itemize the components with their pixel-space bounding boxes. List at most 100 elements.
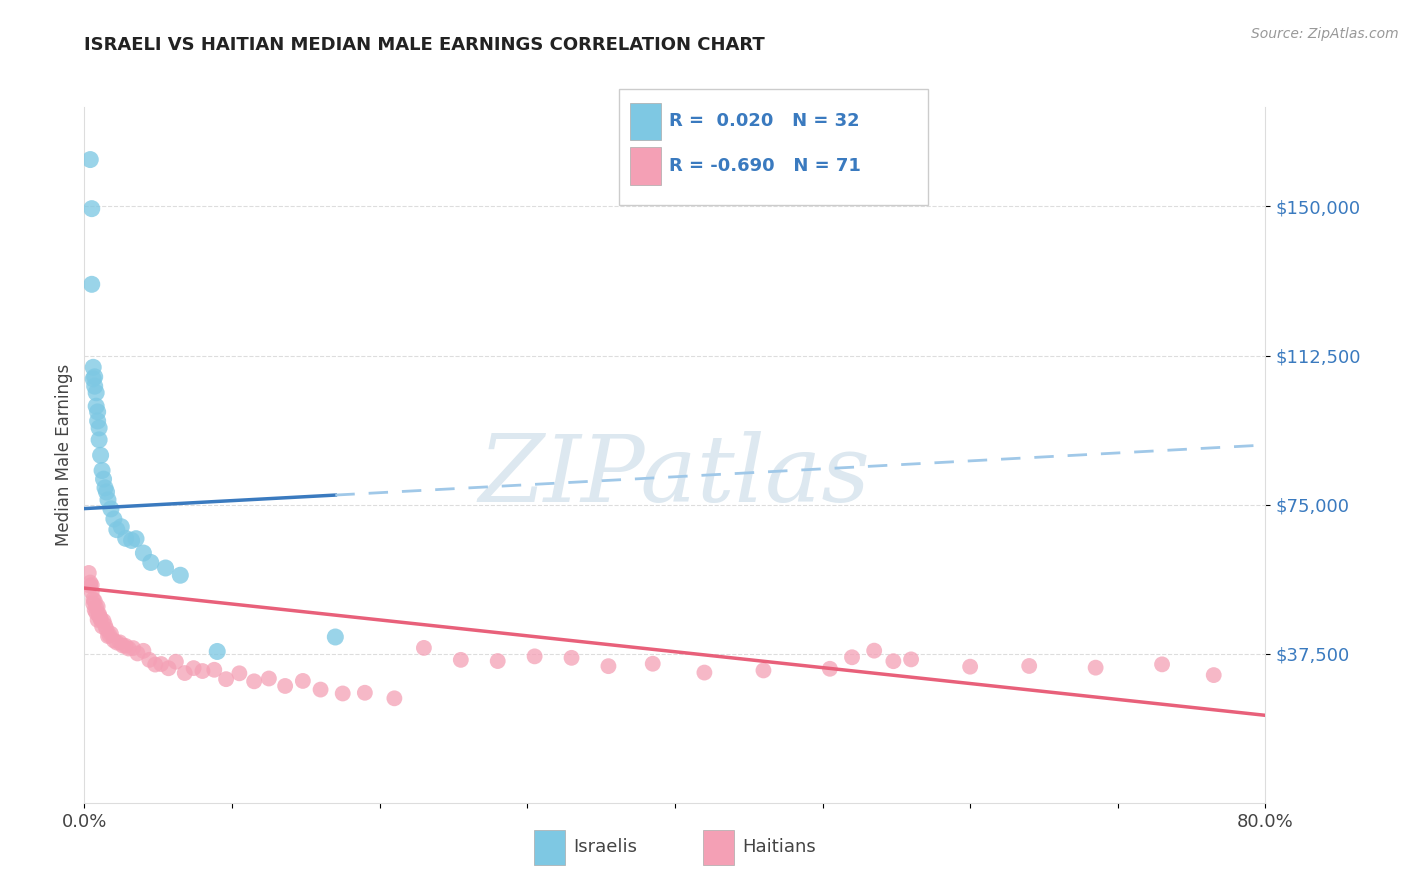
- Point: [382, 691, 406, 706]
- Text: Israelis: Israelis: [574, 838, 638, 856]
- Point: [86, 599, 108, 614]
- Point: [86, 613, 108, 627]
- Point: [111, 639, 134, 653]
- Point: [114, 639, 136, 653]
- Text: R = -0.690   N = 71: R = -0.690 N = 71: [669, 157, 860, 175]
- Point: [191, 664, 214, 678]
- Point: [309, 682, 332, 697]
- Point: [114, 532, 136, 546]
- Point: [98, 628, 121, 642]
- Point: [215, 672, 238, 686]
- Point: [83, 594, 105, 608]
- Point: [207, 644, 229, 658]
- Point: [561, 650, 583, 665]
- Point: [82, 592, 104, 607]
- Point: [122, 641, 145, 656]
- Point: [354, 686, 377, 700]
- Point: [97, 629, 120, 643]
- Point: [1150, 657, 1173, 672]
- Point: [105, 523, 128, 537]
- Point: [83, 369, 105, 384]
- Text: Source: ZipAtlas.com: Source: ZipAtlas.com: [1251, 27, 1399, 41]
- Point: [83, 379, 105, 393]
- Point: [93, 472, 115, 486]
- Point: [91, 619, 114, 633]
- Text: ISRAELI VS HAITIAN MEDIAN MALE EARNINGS CORRELATION CHART: ISRAELI VS HAITIAN MEDIAN MALE EARNINGS …: [84, 36, 765, 54]
- Point: [228, 666, 250, 681]
- Point: [818, 662, 841, 676]
- Point: [121, 533, 143, 548]
- Point: [100, 502, 122, 516]
- Point: [97, 492, 120, 507]
- Y-axis label: Median Male Earnings: Median Male Earnings: [55, 364, 73, 546]
- Point: [413, 640, 436, 655]
- Text: R =  0.020   N = 32: R = 0.020 N = 32: [669, 112, 860, 130]
- Point: [165, 655, 187, 669]
- Point: [127, 647, 149, 661]
- Point: [841, 650, 863, 665]
- Point: [169, 568, 191, 582]
- Point: [1202, 668, 1225, 682]
- Point: [103, 512, 125, 526]
- Point: [87, 433, 111, 447]
- Point: [82, 360, 104, 375]
- Point: [125, 532, 148, 546]
- Point: [80, 277, 103, 292]
- Point: [77, 566, 100, 580]
- Point: [84, 399, 107, 413]
- Point: [155, 561, 177, 575]
- Point: [138, 653, 160, 667]
- Point: [79, 575, 101, 590]
- Point: [84, 606, 107, 620]
- Point: [291, 673, 314, 688]
- Point: [752, 664, 775, 678]
- Point: [100, 626, 122, 640]
- Point: [80, 202, 103, 216]
- Point: [84, 600, 107, 615]
- Point: [108, 635, 131, 649]
- Point: [82, 597, 104, 611]
- Point: [157, 661, 180, 675]
- Point: [94, 618, 117, 632]
- Point: [79, 153, 101, 167]
- Point: [94, 481, 117, 495]
- Point: [86, 405, 108, 419]
- Point: [150, 657, 173, 671]
- Point: [90, 448, 112, 462]
- Point: [80, 578, 103, 592]
- Point: [87, 421, 111, 435]
- Point: [90, 611, 112, 625]
- Point: [486, 654, 509, 668]
- Point: [693, 665, 716, 680]
- Point: [598, 659, 620, 673]
- Point: [96, 485, 118, 500]
- Point: [332, 686, 354, 700]
- Point: [325, 630, 347, 644]
- Point: [132, 644, 155, 658]
- Point: [183, 661, 205, 675]
- Point: [87, 608, 111, 623]
- Point: [257, 672, 280, 686]
- Point: [863, 643, 886, 657]
- Point: [90, 612, 112, 626]
- Point: [882, 654, 904, 668]
- Point: [132, 546, 155, 560]
- Point: [959, 659, 981, 673]
- Point: [523, 649, 546, 664]
- Text: Haitians: Haitians: [742, 838, 815, 856]
- Point: [93, 614, 115, 628]
- Point: [274, 679, 297, 693]
- Point: [83, 603, 105, 617]
- Point: [139, 556, 162, 570]
- Point: [118, 641, 141, 656]
- Point: [82, 372, 104, 386]
- Point: [96, 623, 118, 637]
- Point: [87, 607, 111, 622]
- Point: [91, 463, 114, 477]
- Text: ZIPatlas: ZIPatlas: [479, 431, 870, 521]
- Point: [173, 666, 195, 681]
- Point: [243, 674, 266, 689]
- Point: [86, 414, 108, 428]
- Point: [202, 663, 225, 677]
- Point: [1084, 660, 1107, 674]
